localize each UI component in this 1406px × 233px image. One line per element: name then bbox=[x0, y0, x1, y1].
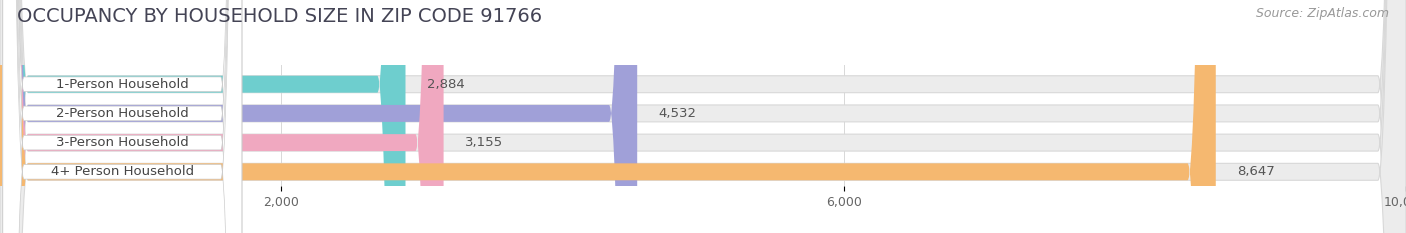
FancyBboxPatch shape bbox=[3, 0, 242, 233]
Text: 4,532: 4,532 bbox=[658, 107, 696, 120]
FancyBboxPatch shape bbox=[3, 0, 242, 233]
Text: 3,155: 3,155 bbox=[464, 136, 503, 149]
FancyBboxPatch shape bbox=[0, 0, 444, 233]
FancyBboxPatch shape bbox=[0, 0, 1216, 233]
FancyBboxPatch shape bbox=[0, 0, 637, 233]
FancyBboxPatch shape bbox=[3, 0, 242, 233]
Text: 2,884: 2,884 bbox=[426, 78, 464, 91]
Text: 4+ Person Household: 4+ Person Household bbox=[51, 165, 194, 178]
FancyBboxPatch shape bbox=[3, 0, 242, 233]
Text: 3-Person Household: 3-Person Household bbox=[56, 136, 188, 149]
FancyBboxPatch shape bbox=[0, 0, 405, 233]
Text: 2-Person Household: 2-Person Household bbox=[56, 107, 188, 120]
Text: OCCUPANCY BY HOUSEHOLD SIZE IN ZIP CODE 91766: OCCUPANCY BY HOUSEHOLD SIZE IN ZIP CODE … bbox=[17, 7, 541, 26]
Text: 8,647: 8,647 bbox=[1237, 165, 1275, 178]
Text: 1-Person Household: 1-Person Household bbox=[56, 78, 188, 91]
Text: Source: ZipAtlas.com: Source: ZipAtlas.com bbox=[1256, 7, 1389, 20]
